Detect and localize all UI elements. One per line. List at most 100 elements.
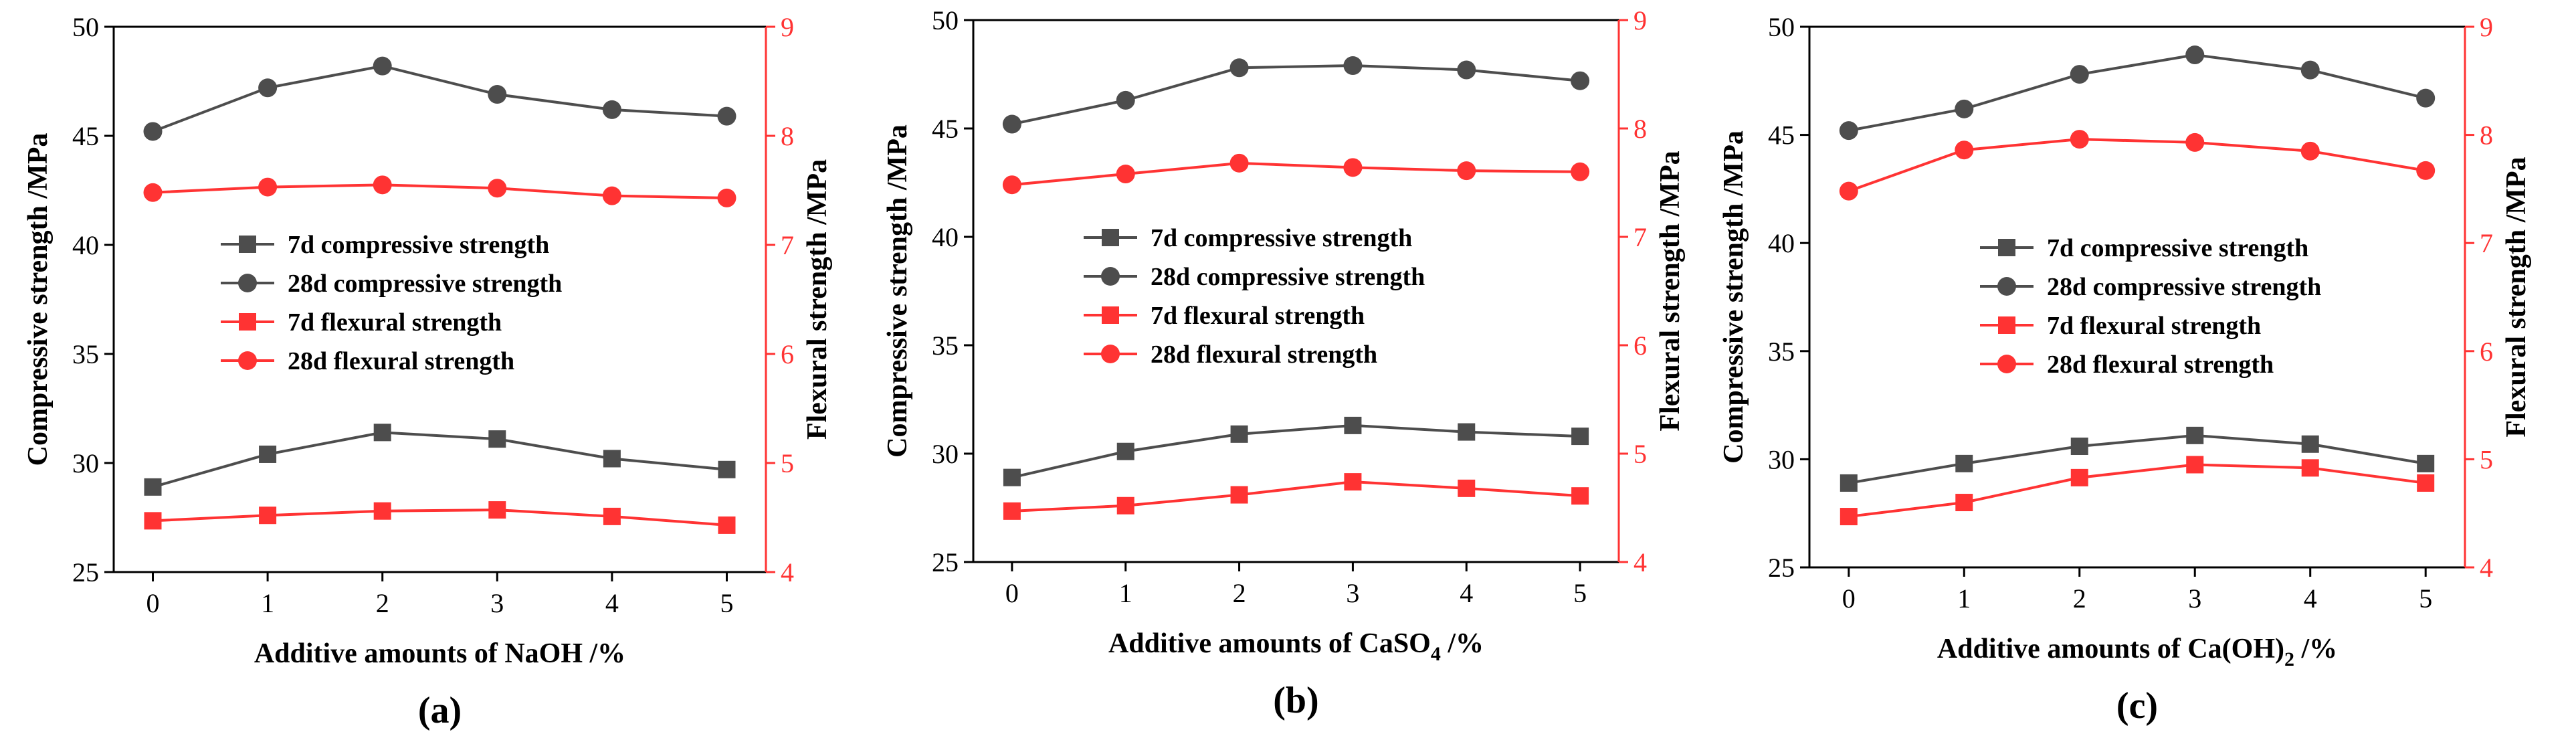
data-point-28d-flexural-strength (2300, 141, 2320, 161)
data-point-7d-compressive-strength (373, 424, 391, 442)
left-y-axis-title: Compressive strength /MPa (1718, 130, 1749, 464)
series-line-28d-compressive-strength (1848, 53, 2426, 132)
right-y-tick-label: 5 (2480, 444, 2493, 474)
data-point-28d-compressive-strength (143, 122, 163, 141)
legend-marker-circle (238, 351, 257, 370)
panel-label: (a) (418, 690, 462, 731)
x-tick-label: 2 (376, 588, 389, 618)
right-y-tick-label: 6 (2480, 337, 2493, 367)
legend-label: 28d compressive strength (1151, 263, 1425, 291)
legend-label: 7d flexural strength (1151, 302, 1365, 330)
data-point-7d-flexural-strength (1955, 494, 1973, 512)
data-point-7d-flexural-strength (1458, 479, 1476, 497)
right-y-tick-label: 6 (781, 339, 794, 369)
data-point-28d-flexural-strength (2185, 132, 2205, 152)
right-y-tick-label: 8 (1633, 114, 1647, 144)
left-y-tick-label: 25 (72, 557, 99, 587)
data-point-28d-compressive-strength (2300, 60, 2320, 80)
data-point-7d-compressive-strength (1116, 442, 1134, 460)
data-point-28d-flexural-strength (1457, 161, 1476, 181)
left-y-tick-label: 30 (1768, 444, 1795, 474)
left-y-tick-label: 30 (932, 439, 959, 469)
data-point-28d-compressive-strength (1116, 90, 1135, 110)
x-tick-label: 4 (605, 588, 619, 618)
right-y-tick-label: 8 (2480, 120, 2493, 151)
legend-marker-square (1102, 229, 1119, 246)
series-line-28d-compressive-strength (1011, 64, 1581, 126)
data-point-7d-flexural-strength (2417, 474, 2435, 492)
data-point-7d-compressive-strength (144, 478, 162, 496)
data-point-28d-flexural-strength (1343, 158, 1363, 177)
right-y-tick-label: 9 (2480, 12, 2493, 42)
data-point-28d-compressive-strength (258, 78, 278, 98)
data-point-7d-compressive-strength (718, 460, 736, 478)
data-point-28d-compressive-strength (1457, 60, 1476, 80)
right-y-tick-label: 7 (781, 230, 794, 260)
left-y-tick-label: 25 (932, 547, 959, 577)
right-y-tick-label: 9 (781, 12, 794, 42)
series-line-7d-flexural-strength (153, 508, 727, 527)
data-point-28d-compressive-strength (1839, 121, 1858, 141)
x-tick-label: 2 (2073, 583, 2086, 614)
x-axis-title-main: Additive amounts of Ca(OH) (1937, 634, 2284, 664)
panel-label: (c) (2116, 685, 2158, 727)
data-point-7d-compressive-strength (1955, 454, 1973, 472)
x-tick-label: 3 (2188, 583, 2201, 614)
legend-marker-circle (238, 274, 257, 292)
left-y-tick-label: 35 (72, 339, 99, 369)
data-point-28d-compressive-strength (1229, 58, 1249, 78)
legend-marker-square (239, 236, 256, 253)
data-point-7d-compressive-strength (1003, 468, 1021, 486)
data-point-28d-compressive-strength (1343, 56, 1363, 76)
x-tick-label: 0 (146, 588, 160, 618)
data-point-7d-flexural-strength (144, 512, 162, 530)
x-tick-label: 2 (1233, 578, 1246, 608)
data-point-7d-flexural-strength (2070, 468, 2088, 486)
left-y-tick-label: 50 (72, 12, 99, 42)
right-y-tick-label: 9 (1633, 5, 1647, 35)
x-tick-label: 0 (1842, 583, 1856, 614)
left-y-tick-label: 30 (72, 448, 99, 478)
x-axis-title-main: Additive amounts of NaOH /% (254, 638, 625, 669)
x-tick-label: 1 (261, 588, 274, 618)
data-point-7d-compressive-strength (1458, 423, 1476, 441)
right-y-tick-label: 4 (781, 557, 794, 587)
x-tick-label: 4 (1460, 578, 1473, 608)
legend-marker-circle (1997, 355, 2016, 373)
data-point-28d-compressive-strength (2416, 88, 2436, 108)
data-point-28d-compressive-strength (2070, 65, 2089, 84)
data-point-7d-compressive-strength (1344, 416, 1362, 434)
legend-label: 28d compressive strength (288, 270, 562, 298)
x-axis-title-subscript: 2 (2284, 648, 2294, 670)
data-point-7d-flexural-strength (1116, 496, 1134, 515)
data-point-7d-flexural-strength (718, 516, 736, 534)
data-point-28d-compressive-strength (602, 100, 621, 119)
left-y-tick-label: 40 (72, 230, 99, 260)
left-y-tick-label: 35 (1768, 337, 1795, 367)
data-point-7d-compressive-strength (2070, 438, 2088, 456)
x-axis-title-subscript: 4 (1431, 643, 1441, 665)
legend-marker-circle (1997, 277, 2016, 296)
data-point-7d-compressive-strength (2301, 435, 2319, 453)
right-y-tick-label: 4 (1633, 547, 1647, 577)
data-point-7d-flexural-strength (1003, 502, 1021, 520)
right-y-axis-title: Flexural strength /MPa (2501, 157, 2532, 437)
x-tick-label: 0 (1005, 578, 1019, 608)
right-y-tick-label: 5 (1633, 439, 1647, 469)
data-point-7d-compressive-strength (1230, 425, 1248, 443)
data-point-7d-flexural-strength (1344, 473, 1362, 491)
left-y-tick-label: 50 (1768, 12, 1795, 42)
right-y-tick-label: 5 (781, 448, 794, 478)
series-line-7d-compressive-strength (1011, 424, 1581, 479)
data-point-7d-flexural-strength (488, 501, 506, 519)
right-y-axis-title: Flexural strength /MPa (1655, 151, 1686, 431)
data-point-28d-flexural-strength (2070, 130, 2089, 149)
data-point-7d-compressive-strength (259, 445, 277, 463)
left-y-axis-title: Compressive strength /MPa (882, 124, 913, 458)
data-point-28d-compressive-strength (1002, 114, 1021, 134)
left-y-tick-label: 45 (72, 121, 99, 151)
left-y-tick-label: 25 (1768, 553, 1795, 583)
